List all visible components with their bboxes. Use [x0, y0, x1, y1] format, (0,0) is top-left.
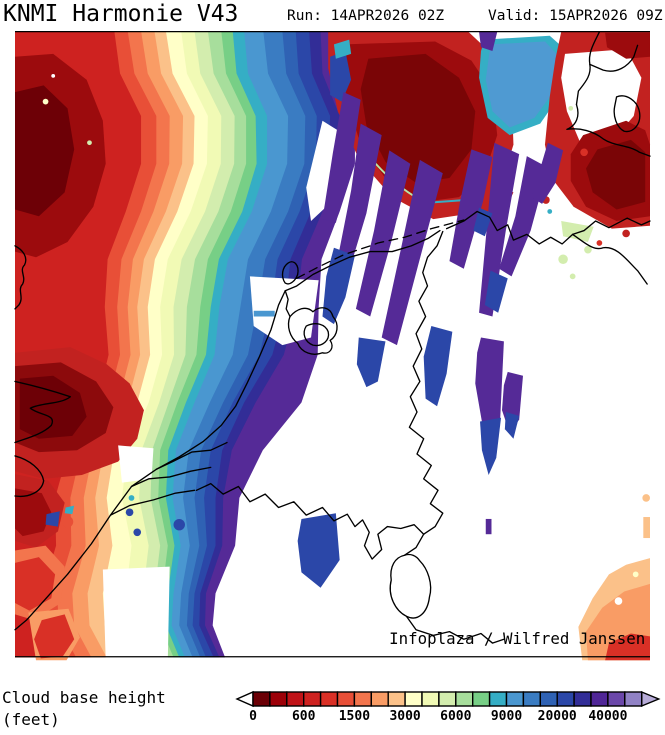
legend-cell [556, 691, 575, 707]
title-bar: KNMI Harmonie V43 Run: 14APR2026 02Z Val… [0, 0, 665, 31]
map-area: Infoplaza / Wilfred Janssen [0, 31, 665, 687]
legend-cell [472, 691, 491, 707]
weather-map: Infoplaza / Wilfred Janssen [14, 31, 651, 661]
legend-cell [387, 691, 406, 707]
attribution-text: Infoplaza / Wilfred Janssen [389, 629, 645, 648]
legend-cell [590, 691, 609, 707]
legend: Cloud base height (feet) 0 600 1500 3000 600… [0, 687, 665, 735]
legend-title-line1: Cloud base height [2, 688, 166, 707]
legend-cell [573, 691, 592, 707]
legend-tick-label: 9000 [491, 709, 522, 724]
legend-cell [336, 691, 356, 707]
legend-title-line2: (feet) [2, 710, 60, 729]
legend-cell [607, 691, 626, 707]
legend-cell [488, 691, 508, 707]
legend-colorbar: Cloud base height (feet) 0 600 1500 3000 600… [2, 688, 661, 729]
legend-left-arrow [235, 690, 254, 708]
legend-cell [539, 691, 558, 707]
legend-tick-label: 40000 [588, 709, 627, 724]
legend-tick-label: 600 [292, 709, 316, 724]
legend-cell [421, 691, 440, 707]
legend-tick-label: 20000 [538, 709, 577, 724]
legend-cell [269, 691, 288, 707]
legend-cells [235, 690, 661, 708]
run-timestamp: Run: 14APR2026 02Z [287, 8, 445, 24]
coastlines-and-borders [14, 31, 651, 644]
legend-cell [286, 691, 305, 707]
cloud-field-overlays [15, 31, 650, 661]
legend-cell [455, 691, 474, 707]
legend-cell [404, 691, 423, 707]
legend-right-arrow [641, 690, 661, 708]
legend-tick-label: 1500 [339, 709, 370, 724]
model-title: KNMI Harmonie V43 [3, 1, 239, 27]
legend-tick-label: 0 [249, 709, 257, 724]
legend-cell [319, 691, 339, 707]
legend-cell [624, 691, 643, 707]
legend-cell [303, 691, 322, 707]
legend-tick-label: 3000 [389, 709, 420, 724]
legend-cell [252, 691, 271, 707]
legend-cell [370, 691, 389, 707]
legend-tick-labels: 0 600 1500 3000 6000 9000 20000 40000 [249, 709, 628, 724]
legend-cell [505, 691, 525, 707]
legend-cell [353, 691, 372, 707]
legend-tick-label: 6000 [440, 709, 471, 724]
valid-timestamp: Valid: 15APR2026 09Z [488, 8, 663, 24]
legend-cell [438, 691, 457, 707]
legend-cell [522, 691, 542, 707]
